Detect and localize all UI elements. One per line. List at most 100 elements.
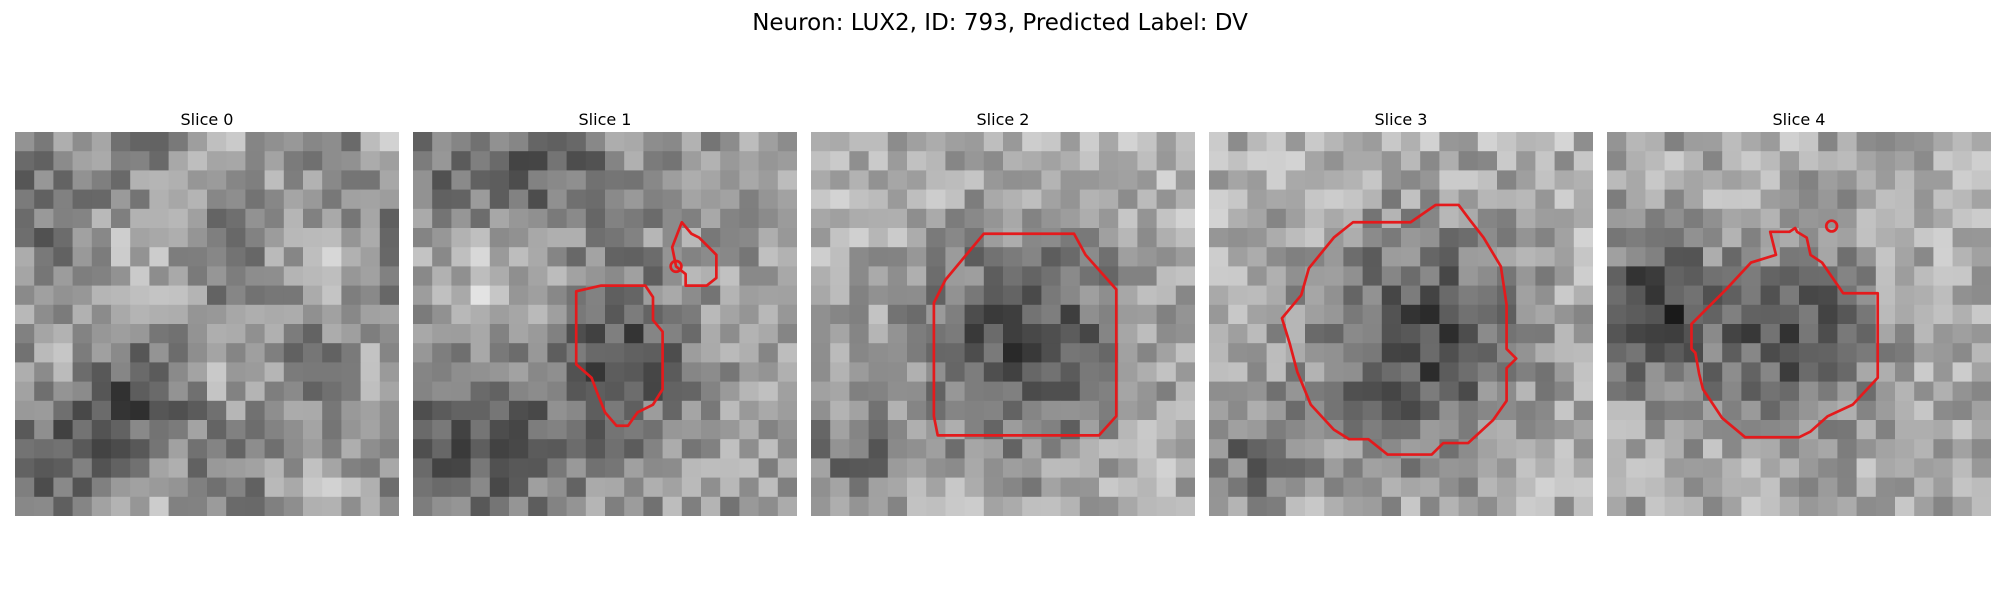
pixel	[1933, 496, 1953, 516]
pixel	[1079, 458, 1100, 478]
pixel	[528, 266, 548, 286]
pixel	[1856, 228, 1877, 248]
pixel	[1664, 400, 1685, 421]
pixel	[1818, 343, 1838, 363]
pixel	[887, 477, 908, 498]
slice-image-0	[15, 132, 399, 516]
pixel	[1779, 285, 1800, 306]
pixel	[226, 151, 246, 171]
pixel	[624, 189, 644, 210]
pixel	[1041, 496, 1061, 516]
pixel	[983, 362, 1004, 382]
pixel	[643, 420, 663, 440]
pixel	[547, 285, 567, 306]
pixel	[1439, 400, 1459, 421]
pixel	[720, 285, 740, 306]
pixel	[1516, 496, 1536, 516]
pixel	[830, 381, 850, 402]
pixel	[322, 324, 342, 344]
pixel	[489, 420, 510, 440]
pixel	[662, 151, 683, 171]
pixel	[1099, 285, 1119, 306]
pixel	[1324, 381, 1344, 402]
pixel	[528, 132, 548, 152]
pixel	[322, 381, 342, 402]
pixel	[111, 285, 131, 306]
pixel	[91, 132, 112, 152]
pixel	[432, 458, 452, 478]
pixel	[360, 343, 381, 363]
pixel	[1683, 266, 1704, 286]
pixel	[643, 458, 663, 478]
pixel	[1439, 285, 1459, 306]
pixel	[907, 420, 927, 440]
pixel	[720, 420, 740, 440]
pixel	[1022, 228, 1042, 248]
pixel	[1626, 343, 1646, 363]
pixel	[811, 208, 831, 229]
pixel	[1779, 208, 1800, 229]
pixel	[1137, 228, 1157, 248]
pixel	[1799, 170, 1819, 190]
pixel	[777, 420, 797, 440]
pixel	[701, 285, 721, 306]
pixel	[624, 304, 644, 325]
pixel	[1535, 458, 1555, 478]
pixel	[1664, 439, 1685, 459]
pixel	[643, 324, 663, 344]
pixel	[1228, 439, 1248, 459]
pixel	[585, 189, 606, 210]
pixel	[624, 400, 644, 421]
pixel	[1875, 189, 1896, 210]
pixel	[1626, 228, 1646, 248]
pixel	[1818, 266, 1838, 286]
pixel	[245, 266, 265, 286]
pixel	[207, 324, 227, 344]
pixel	[1477, 381, 1498, 402]
pixel	[758, 439, 779, 459]
pixel	[1060, 208, 1081, 229]
pixel	[168, 247, 189, 267]
pixel	[451, 477, 471, 498]
pixel	[566, 381, 587, 402]
pixel	[1952, 496, 1973, 516]
pixel	[701, 362, 721, 382]
pixel	[509, 420, 529, 440]
pixel	[432, 132, 452, 152]
pixel	[451, 247, 471, 267]
pixel	[1626, 362, 1646, 382]
pixel	[868, 132, 889, 152]
pixel	[1458, 247, 1479, 267]
pixel	[547, 477, 567, 498]
pixel	[945, 189, 965, 210]
pixel	[432, 324, 452, 344]
pixel	[1914, 247, 1934, 267]
pixel	[983, 132, 1004, 152]
pixel	[91, 228, 112, 248]
roi-marker	[669, 259, 683, 274]
pixel	[1156, 132, 1177, 152]
pixel	[1741, 285, 1761, 306]
pixel	[1266, 285, 1287, 306]
pixel	[528, 343, 548, 363]
pixel	[1933, 477, 1953, 498]
pixel	[945, 228, 965, 248]
pixel	[168, 208, 189, 229]
pixel	[322, 400, 342, 421]
pixel	[1362, 285, 1383, 306]
pixel	[283, 343, 304, 363]
pixel	[1209, 324, 1229, 344]
pixel	[1247, 400, 1267, 421]
pixel	[566, 477, 587, 498]
pixel	[983, 496, 1004, 516]
pixel	[1285, 247, 1306, 267]
pixel	[1285, 228, 1306, 248]
pixel	[187, 420, 208, 440]
pixel	[983, 343, 1004, 363]
pixel	[34, 266, 54, 286]
pixel	[907, 170, 927, 190]
pixel	[1554, 266, 1575, 286]
pixel	[1703, 343, 1723, 363]
pixel	[1875, 324, 1896, 344]
pixel	[1003, 381, 1023, 402]
